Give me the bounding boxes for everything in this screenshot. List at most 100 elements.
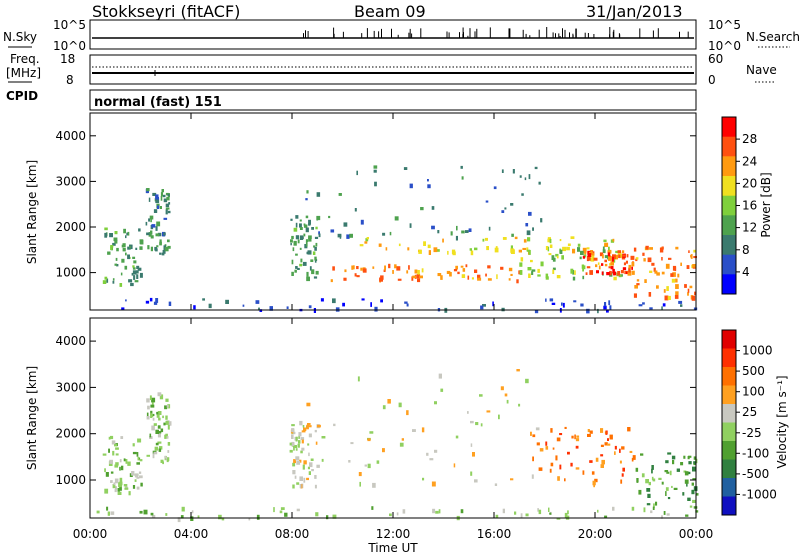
heatmap-cell	[146, 398, 150, 403]
heatmap-cell	[102, 280, 107, 284]
heatmap-cell	[303, 233, 306, 237]
freq-panel	[89, 54, 697, 85]
heatmap-cell	[559, 433, 563, 436]
heatmap-cell	[487, 265, 491, 269]
heatmap-cell	[107, 251, 111, 255]
heatmap-cell	[655, 501, 658, 506]
heatmap-cell	[461, 176, 464, 180]
heatmap-cell	[221, 517, 225, 521]
heatmap-cell	[107, 511, 110, 516]
heatmap-cell	[550, 462, 554, 467]
heatmap-cell	[290, 218, 293, 221]
heatmap-cell	[547, 246, 550, 252]
heatmap-cell	[134, 473, 139, 478]
heatmap-cell	[163, 198, 168, 203]
heatmap-cell	[397, 278, 402, 281]
heatmap-cell	[455, 435, 459, 439]
heatmap-cell	[456, 225, 458, 231]
nave-label: Nave	[746, 63, 777, 77]
heatmap-cell	[556, 255, 559, 259]
heatmap-cell	[151, 414, 154, 418]
heatmap-cell	[589, 460, 593, 463]
heatmap-cell	[311, 269, 315, 275]
heatmap-cell	[510, 245, 513, 249]
heatmap-cell	[661, 271, 665, 275]
heatmap-cell	[168, 202, 171, 205]
heatmap-cell	[150, 235, 154, 239]
colorbar-swatch	[722, 215, 736, 236]
colorbar-swatch	[722, 195, 736, 216]
heatmap-cell	[585, 272, 588, 275]
heatmap-cell	[364, 241, 368, 244]
xaxis-label: Time UT	[367, 541, 418, 554]
heatmap-cell	[166, 459, 169, 463]
heatmap-cell	[388, 263, 391, 269]
heatmap-cell	[136, 452, 139, 457]
heatmap-cell	[672, 265, 677, 271]
heatmap-cell	[163, 232, 166, 236]
colorbar-swatch	[722, 422, 736, 442]
heatmap-cell	[552, 447, 555, 450]
heatmap-cell	[527, 267, 532, 271]
heatmap-cell	[409, 183, 413, 189]
heatmap-cell	[532, 456, 534, 462]
xtick-label: 20:00	[578, 527, 613, 541]
heatmap-cell	[567, 510, 569, 515]
heatmap-cell	[651, 468, 653, 474]
heatmap-cell	[376, 460, 380, 464]
heatmap-cell	[421, 268, 424, 273]
heatmap-cell	[650, 510, 653, 514]
heatmap-cell	[123, 458, 126, 462]
heatmap-cell	[518, 270, 520, 275]
heatmap-cell	[114, 239, 118, 244]
colorbar-swatch	[722, 367, 736, 386]
heatmap-cell	[286, 306, 289, 309]
heatmap-cell	[609, 305, 612, 311]
heatmap-cell	[167, 193, 170, 197]
heatmap-cell	[110, 435, 114, 440]
heatmap-cell	[150, 218, 152, 223]
heatmap-cell	[161, 252, 165, 256]
heatmap-cell	[309, 266, 312, 271]
colorbar-tick-label: -100	[742, 446, 769, 460]
heatmap-cell	[119, 459, 122, 463]
heatmap-cell	[112, 280, 115, 284]
heatmap-cell	[661, 481, 664, 485]
date-title: 31/Jan/2013	[586, 2, 683, 21]
xtick-label: 08:00	[275, 527, 310, 541]
heatmap-cell	[295, 235, 300, 240]
heatmap-cell	[155, 429, 159, 434]
heatmap-cell	[124, 487, 129, 490]
heatmap-cell	[127, 461, 131, 466]
heatmap-cell	[562, 246, 566, 252]
heatmap-cell	[311, 469, 314, 472]
heatmap-cell	[608, 266, 611, 269]
heatmap-cell	[308, 219, 311, 225]
heatmap-cell	[526, 249, 531, 252]
heatmap-cell	[561, 255, 564, 260]
heatmap-cell	[662, 303, 666, 307]
heatmap-cell	[567, 243, 571, 246]
heatmap-cell	[125, 235, 127, 239]
heatmap-cell	[633, 247, 637, 252]
heatmap-cell	[677, 273, 680, 278]
heatmap-cell	[310, 458, 314, 461]
heatmap-cell	[316, 216, 319, 221]
heatmap-cell	[551, 255, 555, 260]
heatmap-cell	[134, 280, 139, 283]
heatmap-cell	[160, 206, 162, 209]
heatmap-cell	[126, 232, 128, 236]
heatmap-cell	[303, 261, 307, 266]
heatmap-cell	[294, 475, 297, 479]
heatmap-cell	[552, 269, 555, 274]
heatmap-cell	[165, 415, 168, 420]
power-colorbar-label: Power [dB]	[759, 172, 773, 237]
heatmap-cell	[150, 246, 153, 252]
heatmap-cell	[667, 295, 671, 300]
heatmap-cell	[556, 437, 561, 442]
heatmap-cell	[564, 512, 568, 518]
heatmap-cell	[291, 235, 294, 240]
heatmap-cell	[165, 209, 168, 215]
heatmap-cell	[162, 250, 166, 254]
heatmap-cell	[419, 275, 423, 279]
